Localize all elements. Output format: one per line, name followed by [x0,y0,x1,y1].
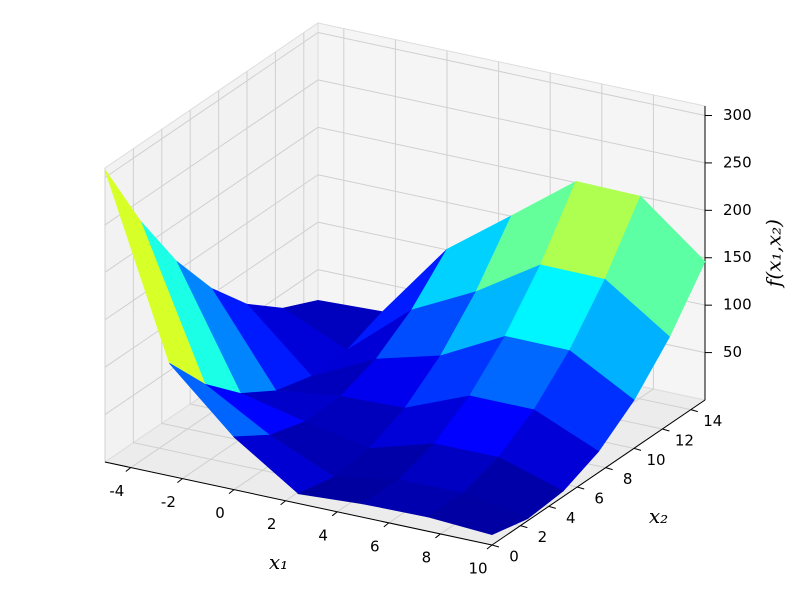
grid-line [104,32,319,178]
axis-line [104,461,493,546]
grid-line [317,79,706,164]
tick-mark [605,467,613,471]
tick-mark [125,467,132,472]
x-tick-label: 2 [267,515,277,533]
x-tick-label: 8 [422,548,432,566]
z-tick-label: 100 [723,296,752,314]
x-tick-label: 6 [370,537,380,555]
x-tick-label: -2 [161,493,176,511]
axis-line [491,399,706,546]
z-tick-label: 150 [723,248,752,266]
y-tick-label: 2 [538,528,548,546]
grid-line [104,174,319,321]
z-tick-label: 200 [723,201,752,219]
tick-mark [486,544,493,550]
z-tick-label: 250 [723,153,752,171]
tick-mark [548,505,556,509]
tick-mark [228,489,235,495]
tick-mark [633,447,642,451]
z-tick-label: 50 [723,343,742,361]
y-tick-label: 8 [623,470,633,488]
tick-mark [331,511,338,517]
tick-mark [662,428,670,432]
y-axis-label: x₂ [649,504,668,528]
grid-line [104,79,319,226]
z-tick-label: 300 [723,106,752,124]
tick-mark [280,500,286,506]
x-tick-label: 10 [468,560,487,578]
tick-mark [577,486,585,490]
grid-line [317,31,706,116]
y-tick-label: 6 [594,490,604,508]
tick-mark [435,533,441,539]
z-axis-label: f(x₁,x₂) [762,219,786,289]
tick-mark [690,409,698,413]
x-tick-label: 4 [318,526,328,544]
tick-mark [520,525,528,529]
tick-mark [177,478,183,483]
y-tick-label: 10 [646,451,665,469]
tick-mark [491,544,500,548]
x-axis-label: x₁ [269,550,288,574]
y-tick-label: 0 [509,548,519,566]
surface-patch [426,492,529,536]
y-tick-label: 14 [703,412,722,430]
y-tick-label: 4 [566,509,576,527]
y-tick-label: 12 [675,432,694,450]
tick-mark [383,522,390,528]
x-tick-label: -4 [109,482,124,500]
x-tick-label: 0 [215,504,225,522]
